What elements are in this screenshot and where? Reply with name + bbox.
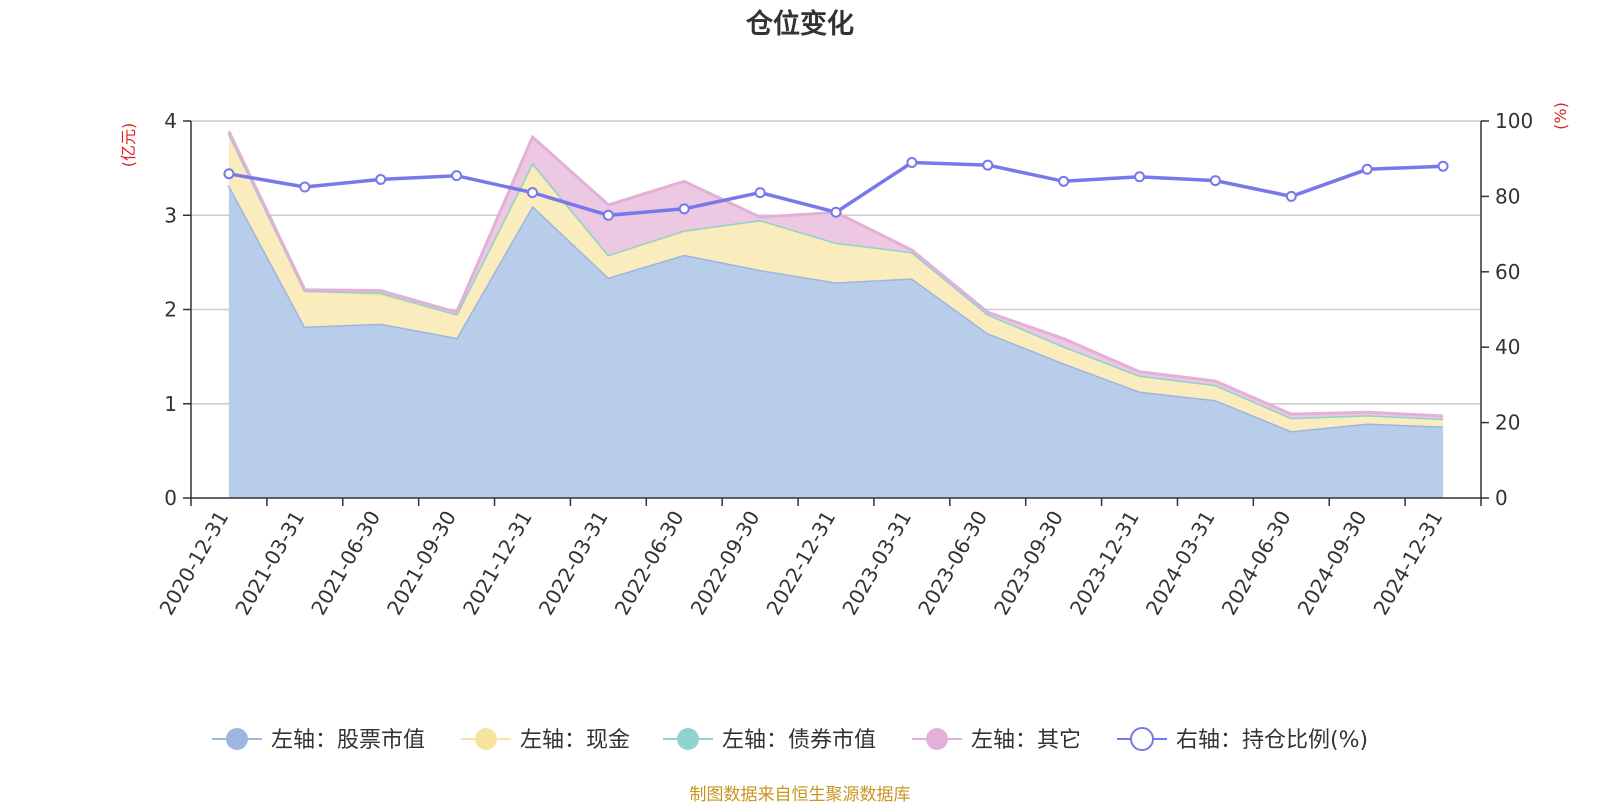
ratio-point [1209, 175, 1221, 187]
ratio-point [830, 206, 842, 218]
right-tick-label: 100 [1495, 109, 1533, 133]
legend-label: 左轴：债券市值 [722, 728, 876, 753]
legend-swatch-marker [475, 728, 497, 750]
ratio-point [754, 187, 766, 199]
x-tick-label: 2023-06-30 [913, 506, 992, 619]
x-tick-label: 2020-12-31 [154, 507, 233, 620]
legend-swatch-marker [926, 728, 948, 750]
x-tick-label: 2022-12-31 [761, 507, 840, 620]
ratio-point [299, 181, 311, 193]
right-tick-label: 40 [1495, 335, 1520, 359]
left-tick-label: 4 [164, 109, 177, 133]
x-tick-label: 2024-03-31 [1141, 507, 1220, 620]
stacked-areas [227, 130, 1444, 498]
right-axis-unit: (%) [1551, 102, 1570, 130]
ratio-point [602, 209, 614, 221]
legend-item: 左轴：其它 [912, 728, 1081, 753]
ratio-point [223, 168, 235, 180]
x-tick-label: 2023-09-30 [989, 507, 1068, 620]
x-tick-label: 2022-09-30 [686, 507, 765, 620]
area-1 [228, 133, 1444, 432]
legend-swatch-marker [677, 728, 699, 750]
x-tick-label: 2021-03-31 [230, 507, 309, 620]
left-tick-label: 1 [164, 392, 177, 416]
chart-title: 仓位变化 [746, 9, 854, 40]
x-tick-label: 2024-06-30 [1217, 507, 1296, 620]
x-tick-label: 2022-03-31 [534, 507, 613, 620]
x-tick-label: 2021-09-30 [382, 507, 461, 620]
ratio-point [1134, 171, 1146, 183]
x-tick-label: 2022-06-30 [610, 507, 689, 620]
right-tick-label: 20 [1495, 411, 1520, 435]
x-tick-label: 2024-09-30 [1293, 507, 1372, 620]
legend-label: 左轴：股票市值 [271, 728, 425, 753]
legend-swatch-marker [226, 728, 248, 750]
x-tick-label: 2023-03-31 [837, 507, 916, 620]
left-tick-label: 3 [164, 203, 177, 227]
legend-item: 左轴：债券市值 [663, 728, 876, 753]
ratio-point [451, 170, 463, 182]
right-tick-label: 0 [1495, 486, 1508, 510]
ratio-point [526, 187, 538, 199]
ratio-point [1361, 163, 1373, 175]
source-note: 制图数据来自恒生聚源数据库 [689, 785, 911, 805]
x-tick-label: 2021-12-31 [458, 507, 537, 620]
legend: 左轴：股票市值 左轴：现金 左轴：债券市值 左轴：其它 右轴：持仓比例(%) [212, 727, 1368, 753]
right-tick-label: 80 [1495, 184, 1520, 208]
left-tick-label: 2 [164, 298, 177, 322]
area-0 [228, 185, 1444, 498]
legend-label: 左轴：现金 [520, 728, 630, 753]
x-tick-label: 2021-06-30 [306, 507, 385, 620]
ratio-point [1058, 175, 1070, 187]
left-tick-label: 0 [164, 486, 177, 510]
ratio-point [375, 173, 387, 185]
left-axis-unit: (亿元) [119, 123, 138, 168]
x-tick-label: 2023-12-31 [1065, 507, 1144, 620]
ratio-point [678, 203, 690, 215]
legend-swatch-marker [1130, 727, 1154, 751]
right-tick-label: 60 [1495, 260, 1520, 284]
legend-item: 左轴：现金 [461, 728, 630, 753]
legend-label: 右轴：持仓比例(%) [1176, 728, 1368, 753]
ratio-point [982, 159, 994, 171]
ratio-point [1437, 160, 1449, 172]
legend-item: 左轴：股票市值 [212, 728, 425, 753]
ratio-point [906, 156, 918, 168]
legend-item: 右轴：持仓比例(%) [1117, 727, 1368, 753]
ratio-point [1285, 190, 1297, 202]
ratio-line [223, 156, 1449, 221]
legend-label: 左轴：其它 [971, 728, 1081, 753]
x-tick-label: 2024-12-31 [1368, 507, 1447, 620]
